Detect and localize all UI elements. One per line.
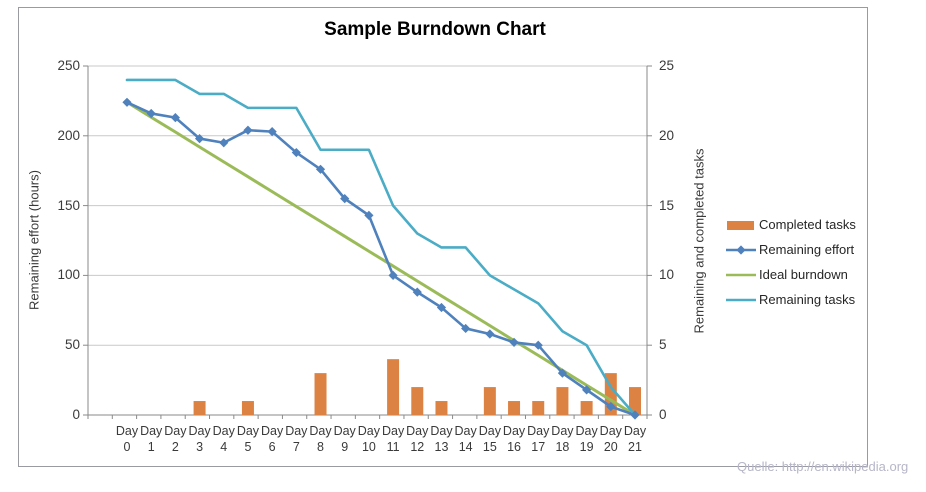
left-axis-tick-label: 100 [57, 267, 80, 283]
left-axis-title: Remaining effort (hours) [26, 170, 42, 310]
x-axis-day-label: Day 16 [502, 424, 526, 454]
remaining-effort-marker [606, 402, 616, 412]
chart-frame [18, 7, 868, 467]
x-axis-day-label: Day 8 [309, 424, 332, 454]
remaining-effort-marker [170, 113, 180, 123]
x-axis-day-label: Day 12 [406, 424, 429, 454]
x-axis-day-label: Day 2 [164, 424, 187, 454]
x-axis-day-label: Day 3 [188, 424, 211, 454]
legend: Completed tasks Remaining effort Ideal b… [726, 212, 856, 312]
right-axis-tick-label: 15 [659, 197, 675, 213]
x-axis-day-label: Day 4 [212, 424, 235, 454]
completed-tasks-swatch-icon [726, 218, 756, 232]
remaining-effort-marker [243, 125, 253, 135]
completed-tasks-bar [629, 387, 641, 415]
left-axis-tick-label: 150 [57, 197, 80, 213]
x-axis-day-label: Day 5 [236, 424, 260, 454]
remaining-effort-marker [122, 97, 132, 107]
x-axis-day-label: Day 19 [575, 424, 598, 454]
completed-tasks-bar [411, 387, 424, 415]
completed-tasks-bar [508, 401, 521, 415]
remaining-tasks-line [125, 78, 637, 417]
x-axis-day-label: Day 13 [430, 424, 453, 454]
left-axis-tick-label: 250 [57, 58, 80, 73]
remaining-effort-marker [582, 385, 592, 395]
remaining-effort-marker [388, 270, 398, 280]
completed-tasks-bar [556, 387, 569, 415]
remaining-effort-marker [436, 302, 447, 313]
remaining-effort-line [125, 100, 637, 417]
right-axis-title: Remaining and completed tasks [691, 148, 707, 334]
right-axis-tick-label: 25 [659, 58, 675, 73]
right-axis-tick-label: 0 [659, 407, 667, 422]
right-axis-tick-label: 10 [659, 267, 675, 283]
x-axis-day-label: Day 1 [140, 424, 163, 454]
remaining-effort-marker [291, 147, 301, 158]
legend-label: Ideal burndown [759, 267, 848, 282]
remaining-effort-marker [533, 340, 543, 350]
left-axis-tick-label: 50 [64, 337, 80, 353]
x-axis-day-label: Day 18 [551, 424, 574, 454]
x-axis-day-label: Day 15 [478, 424, 501, 454]
remaining-effort-marker [364, 210, 374, 220]
completed-tasks-bar [314, 373, 327, 415]
remaining-effort-marker [267, 127, 277, 137]
legend-item-remaining-effort: Remaining effort [726, 237, 856, 262]
remaining-effort-marker [315, 164, 326, 174]
legend-label: Completed tasks [759, 217, 856, 232]
completed-tasks-bar [387, 359, 400, 415]
x-axis-day-label: Day 14 [454, 424, 477, 454]
completed-tasks-bar [241, 401, 254, 415]
completed-tasks-bar [580, 401, 593, 415]
legend-item-completed-tasks: Completed tasks [726, 212, 856, 237]
right-axis-tick-label: 5 [659, 337, 667, 353]
remaining-effort-marker [461, 323, 471, 334]
remaining-effort-marker [509, 337, 519, 348]
x-axis-day-label: Day 9 [333, 424, 356, 454]
ideal-burndown-line [125, 100, 637, 417]
completed-tasks-bar [193, 401, 206, 415]
legend-item-remaining-tasks: Remaining tasks [726, 287, 856, 312]
remaining-effort-marker [219, 138, 229, 148]
legend-item-ideal-burndown: Ideal burndown [726, 262, 856, 287]
x-axis-day-label: Day 11 [381, 424, 405, 454]
remaining-tasks-swatch-icon [726, 293, 756, 307]
left-axis-tick-label: 200 [57, 127, 80, 143]
chart-title: Sample Burndown Chart [324, 19, 546, 40]
x-axis-day-label: Day 10 [357, 424, 380, 454]
remaining-effort-marker [146, 108, 156, 119]
remaining-effort-marker [557, 368, 568, 378]
completed-tasks-bar [483, 387, 496, 415]
x-axis-day-label: Day 20 [599, 424, 622, 454]
x-axis-day-label: Day 17 [527, 424, 550, 454]
x-axis-day-label: Day 21 [623, 424, 647, 454]
remaining-effort-swatch-icon [726, 243, 756, 257]
legend-label: Remaining effort [759, 242, 855, 257]
source-note: Quelle: http://en.wikipedia.org [737, 459, 909, 474]
x-axis-day-label: Day 6 [261, 424, 284, 454]
legend-label: Remaining tasks [759, 292, 856, 307]
right-axis-tick-label: 20 [659, 127, 675, 143]
completed-tasks-bar [532, 401, 545, 415]
remaining-effort-marker [340, 194, 350, 204]
completed-tasks-bar [435, 401, 448, 415]
ideal-burndown-swatch-icon [726, 268, 756, 282]
remaining-effort-marker [412, 287, 422, 297]
left-axis-tick-label: 0 [72, 407, 80, 422]
remaining-effort-marker [485, 329, 495, 339]
x-axis-day-label: Day 7 [285, 424, 308, 454]
remaining-effort-marker [630, 410, 640, 420]
x-axis-day-label: Day 0 [115, 424, 139, 454]
remaining-effort-marker [194, 133, 205, 144]
